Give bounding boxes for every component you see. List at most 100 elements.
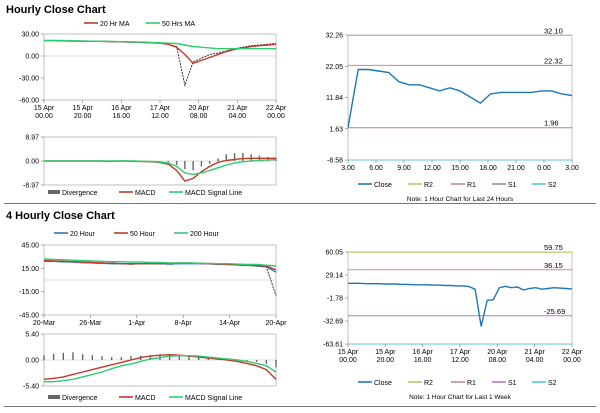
x-tick-label: 9.00 — [397, 165, 411, 172]
x-tick-label: 1-Apr — [128, 320, 146, 327]
y-tick-label: 5.40 — [25, 332, 39, 339]
x-tick-label: 0.00 — [537, 165, 551, 172]
legend-label-s1: S1 — [508, 380, 517, 387]
y-tick-label: 8.97 — [25, 135, 39, 142]
x-tick-label: 12.00 — [451, 357, 469, 364]
legend-swatch-divergence — [48, 395, 60, 399]
x-tick-label: 22 Apr — [562, 349, 583, 356]
series-line-price — [44, 260, 277, 296]
y-tick-label: 15.00 — [21, 266, 39, 273]
y-tick-label: -32.69 — [323, 318, 343, 325]
series-line-macd-signal-line — [44, 159, 277, 176]
hourly-macd-chart: 8.97 0.00 -8.97 Divergence MACD MACD Signal L… — [23, 135, 277, 197]
x-tick-label: 17 Apr — [450, 349, 471, 356]
four-hourly-pivot-chart: 60.05 29.14 -1.78 -32.69 -63.61 59.75 36.15 -25… — [323, 243, 583, 401]
x-tick-label: 18.00 — [479, 165, 497, 172]
y-tick-label: 22.05 — [325, 64, 343, 71]
chart-note: Note: 1 Hour Chart for Last 24 Hours — [407, 196, 514, 203]
series-line-200-hour — [43, 258, 277, 267]
x-tick-label: 3.00 — [341, 165, 355, 172]
x-tick-label: 17 Apr — [150, 105, 171, 112]
x-tick-label: 00.00 — [563, 357, 581, 364]
x-tick-label: 08.00 — [489, 357, 507, 364]
x-tick-label: 20.00 — [74, 113, 92, 120]
x-tick-label: 04.00 — [229, 113, 247, 120]
x-tick-label: 00.00 — [35, 113, 53, 120]
level-label-s1: -25.69 — [544, 307, 565, 316]
x-tick-label: 00.00 — [339, 357, 357, 364]
y-tick-label: -30.00 — [19, 76, 39, 83]
chart-note: Note: 1 Hour Chart for Last 1 Week — [409, 394, 512, 401]
y-tick-label: -8.97 — [23, 183, 39, 190]
x-tick-label: 15 Apr — [338, 349, 359, 356]
legend-label-macd: MACD — [135, 395, 156, 402]
y-tick-label: -1.78 — [327, 296, 343, 303]
legend-label-200-hour: 200 Hour — [190, 231, 219, 238]
legend-label-50-hour: 50 Hour — [130, 231, 156, 238]
x-tick-label: 21.00 — [507, 165, 525, 172]
x-tick-label: 8-Apr — [175, 320, 193, 327]
plot-area — [347, 34, 573, 161]
x-tick-label: 04.00 — [526, 357, 544, 364]
legend-label-r2: R2 — [424, 182, 433, 189]
x-tick-label: 26-Mar — [79, 320, 102, 327]
section-title-4-hourly: 4 Hourly Close Chart — [6, 210, 115, 222]
separator-bottom — [4, 406, 596, 407]
x-tick-label: 15 Apr — [34, 105, 55, 112]
x-tick-label: 20 Apr — [189, 105, 210, 112]
x-tick-label: 15 Apr — [375, 349, 396, 356]
series-line-macd-signal-line — [44, 355, 277, 383]
y-tick-label: -8.58 — [327, 158, 343, 165]
x-tick-label: 08.00 — [190, 113, 208, 120]
x-tick-label: 22 Apr — [266, 105, 287, 112]
series-line-macd — [43, 353, 277, 380]
legend-label-macd: MACD — [135, 190, 156, 197]
legend-label-r1: R1 — [467, 182, 476, 189]
y-tick-label: 60.05 — [325, 250, 343, 257]
y-tick-label: -60.00 — [19, 98, 39, 105]
x-tick-label: 20-Apr — [265, 320, 287, 327]
level-label-r2: 32.10 — [544, 26, 563, 35]
legend-label-20-hr-ma: 20 Hr MA — [100, 21, 130, 28]
x-tick-label: 6.00 — [369, 165, 383, 172]
series-line-close — [348, 282, 573, 327]
legend-label-divergence: Divergence — [62, 190, 98, 197]
series-line-50-hrs-ma — [44, 39, 276, 50]
legend-label-r1: R1 — [467, 380, 476, 387]
series-line-20-hr-ma — [44, 39, 277, 65]
legend-label-close: Close — [374, 182, 392, 189]
x-tick-label: 20 Apr — [487, 349, 508, 356]
x-tick-label: 16.00 — [113, 113, 131, 120]
y-tick-label: 0.00 — [25, 54, 39, 61]
legend-label-close: Close — [374, 380, 392, 387]
x-tick-label: 14-Apr — [219, 320, 241, 327]
x-tick-label: 20-Mar — [33, 320, 56, 327]
x-tick-label: 15 Apr — [73, 105, 94, 112]
legend-label-macd-signal-line: MACD Signal Line — [185, 395, 242, 402]
x-tick-label: 20.00 — [377, 357, 395, 364]
level-label-r1: 36.15 — [544, 261, 563, 270]
plot-area — [347, 251, 573, 345]
y-tick-label: -5.40 — [23, 384, 39, 391]
x-tick-label: 00.00 — [267, 113, 285, 120]
x-tick-label: 16 Apr — [413, 349, 434, 356]
level-label-s1: 1.96 — [544, 119, 559, 128]
y-tick-label: 11.84 — [326, 95, 343, 102]
x-tick-label: 21 Apr — [227, 105, 248, 112]
y-tick-label: -45.00 — [19, 313, 39, 320]
legend-swatch-divergence — [48, 190, 60, 194]
y-tick-label: 32.26 — [325, 33, 343, 40]
legend-label-r2: R2 — [424, 380, 433, 387]
legend-label-50-hrs-ma: 50 Hrs MA — [162, 21, 195, 28]
y-tick-label: 30.00 — [21, 32, 39, 39]
legend-label-s1: S1 — [508, 182, 517, 189]
separator-top — [4, 203, 596, 204]
y-tick-label: 0.00 — [25, 159, 39, 166]
hourly-pivot-chart: 32.26 22.05 11.84 1.63 -8.58 32.10 22.32 1.96 3.… — [325, 26, 578, 203]
series-line-close — [347, 68, 573, 128]
y-tick-label: 1.63 — [329, 126, 343, 133]
legend-label-s2: S2 — [548, 380, 557, 387]
legend-label-20-hour: 20 Hour — [70, 231, 96, 238]
